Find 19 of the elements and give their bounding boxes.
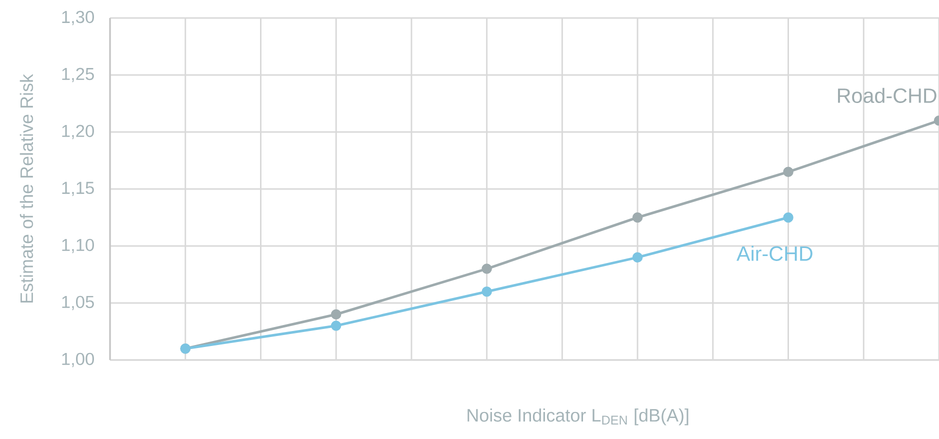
y-tick-label: 1,25 bbox=[62, 68, 94, 82]
x-axis-title: Noise Indicator L$_{DEN}$ [dB(A)] bbox=[468, 408, 688, 426]
y-axis-title: Estimate of the Relative Risk bbox=[20, 74, 34, 303]
y-tick-label: 1,20 bbox=[62, 124, 94, 140]
y-tick-label: 1,00 bbox=[62, 352, 94, 368]
point bbox=[632, 252, 643, 263]
y-tick-label: 1,10 bbox=[62, 238, 94, 254]
y-tick-label: 1,15 bbox=[62, 182, 94, 196]
point bbox=[330, 309, 342, 320]
point bbox=[482, 286, 492, 297]
point bbox=[330, 320, 342, 331]
point bbox=[783, 166, 794, 178]
point bbox=[632, 212, 643, 223]
series-label: Air-CHD bbox=[736, 246, 812, 261]
point bbox=[482, 264, 492, 274]
series-label: Road-CHD bbox=[838, 88, 936, 103]
y-tick-label: 1,05 bbox=[62, 296, 94, 310]
point bbox=[783, 212, 794, 223]
y-tick-label: 1,30 bbox=[62, 10, 94, 26]
